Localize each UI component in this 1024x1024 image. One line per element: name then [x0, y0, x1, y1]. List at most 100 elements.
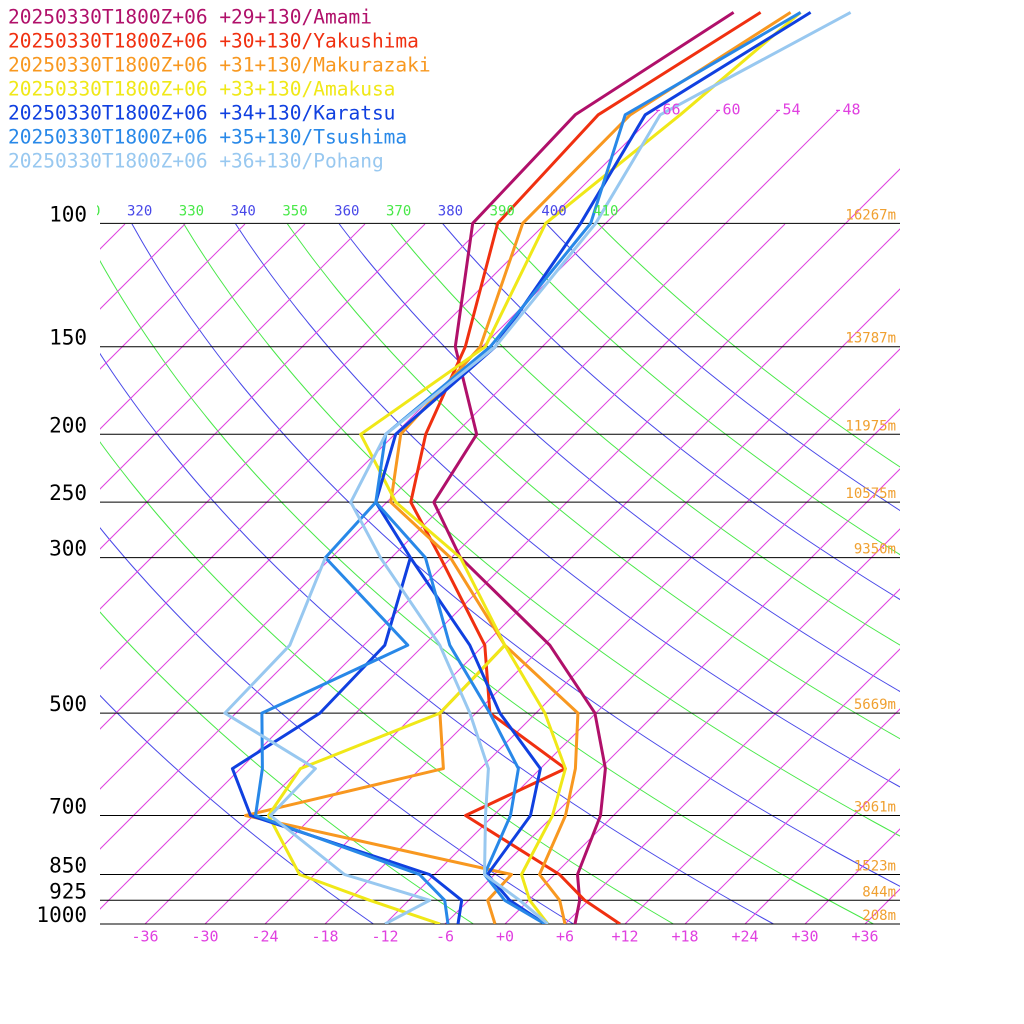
isotherm-label: -48 [833, 101, 860, 119]
isentrope [100, 527, 574, 924]
y-tick-label: 700 [49, 794, 87, 818]
background-lines [100, 110, 900, 924]
height-label: 16267m [845, 207, 896, 223]
isentrope [286, 224, 900, 740]
height-label: 208m [862, 908, 896, 924]
isentrope [545, 224, 900, 512]
isotherm [324, 348, 900, 924]
isentrope-label: 390 [490, 203, 515, 219]
isentrope-label: 330 [179, 203, 204, 219]
isotherm [100, 224, 306, 430]
height-label: 5669m [854, 697, 896, 713]
isentrope [390, 224, 900, 646]
x-tick-label: -18 [311, 928, 338, 946]
isentrope [235, 224, 900, 788]
pressure-grid [100, 222, 900, 925]
isentrope [494, 224, 900, 556]
isentrope-label: 310 [75, 203, 100, 219]
x-tick-label: +0 [496, 928, 514, 946]
x-tick-label: +24 [731, 928, 758, 946]
temperature-line [409, 11, 762, 924]
y-tick-label: 500 [49, 692, 87, 716]
y-tick-label: 100 [49, 202, 87, 226]
labels: 310 320 330 340 350 360 370 380 390 400 410 -66 -60 -… [8, 6, 896, 946]
isentrope [442, 224, 900, 601]
legend-entry: 20250330T1800Z+06 +34+130/Karatsu [8, 102, 395, 125]
isentrope [597, 224, 900, 468]
height-label: 844m [862, 884, 896, 900]
isentrope-label: 410 [593, 203, 618, 219]
legend-entry: 20250330T1800Z+06 +36+130/Pohang [8, 150, 384, 173]
x-tick-label: -30 [191, 928, 218, 946]
x-tick-label: -6 [436, 928, 454, 946]
isotherm [100, 224, 426, 550]
temperature-line [389, 11, 792, 924]
x-tick-label: -24 [251, 928, 278, 946]
legend-entry: 20250330T1800Z+06 +35+130/Tsushima [8, 126, 407, 149]
dewpoint-line [223, 557, 432, 924]
isentrope [338, 224, 900, 693]
temperature-line [374, 11, 802, 924]
height-label: 13787m [845, 331, 896, 347]
legend-entry: 20250330T1800Z+06 +31+130/Makurazaki [8, 54, 431, 77]
legend-entry: 20250330T1800Z+06 +30+130/Yakushima [8, 30, 419, 53]
y-tick-label: 200 [49, 413, 87, 437]
isotherm [444, 468, 900, 924]
legend-entry: 20250330T1800Z+06 +33+130/Amakusa [8, 78, 395, 101]
isentrope-label: 380 [438, 203, 463, 219]
isotherm [100, 110, 720, 730]
x-tick-label: +12 [611, 928, 638, 946]
isentrope [100, 259, 874, 924]
isotherm [100, 224, 786, 910]
dewpoint-line [244, 644, 513, 924]
isotherm [144, 168, 900, 924]
isentrope-label: 350 [282, 203, 307, 219]
isentrope-label: 320 [127, 203, 152, 219]
isotherm [684, 708, 900, 924]
dewpoint-line [230, 557, 464, 924]
x-tick-label: +18 [671, 928, 698, 946]
isotherm-label: -54 [773, 101, 800, 119]
y-tick-label: 300 [49, 537, 87, 561]
isentrope [100, 352, 774, 924]
isotherm [100, 224, 366, 490]
isotherm [100, 224, 246, 370]
height-label: 9350m [854, 542, 896, 558]
x-tick-label: -36 [131, 928, 158, 946]
temperature-line [349, 11, 852, 924]
y-tick-label: 250 [49, 481, 87, 505]
y-tick-label: 150 [49, 326, 87, 350]
isentrope [100, 441, 674, 924]
temperature-line [359, 11, 802, 924]
height-label: 10575m [845, 486, 896, 502]
height-label: 11975m [845, 418, 896, 434]
isotherm [744, 768, 900, 924]
height-label: 1523m [854, 859, 896, 875]
isentrope-label: 340 [231, 203, 256, 219]
x-tick-label: +30 [791, 928, 818, 946]
isentrope-label: 370 [386, 203, 411, 219]
isotherm [100, 224, 186, 310]
isentrope [100, 694, 374, 924]
y-tick-label: 925 [49, 879, 87, 903]
profiles [223, 11, 852, 924]
height-label: 3061m [854, 799, 896, 815]
y-tick-label: 1000 [36, 903, 87, 927]
isentrope [183, 224, 900, 837]
dewpoint-line [267, 644, 506, 924]
isentrope-label: 400 [541, 203, 566, 219]
isotherm [264, 288, 900, 924]
isotherm [100, 224, 486, 610]
isotherm [504, 528, 900, 924]
isotherm [624, 648, 900, 924]
isotherm [100, 110, 660, 670]
isentrope-label: 360 [334, 203, 359, 219]
isotherm-label: -66 [653, 101, 680, 119]
temperature-line [432, 11, 735, 924]
legend-entry: 20250330T1800Z+06 +29+130/Amami [8, 6, 372, 29]
x-tick-label: -12 [371, 928, 398, 946]
x-tick-label: +6 [556, 928, 574, 946]
y-tick-label: 850 [49, 854, 87, 878]
